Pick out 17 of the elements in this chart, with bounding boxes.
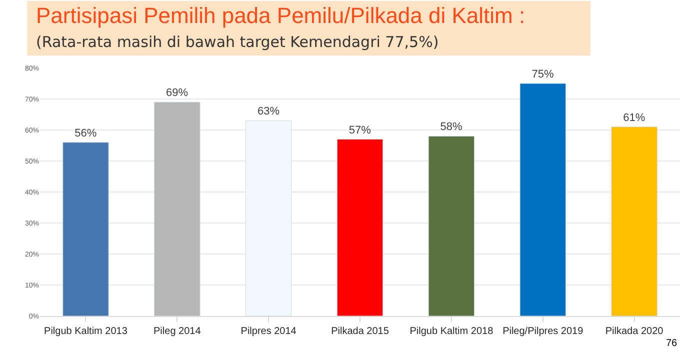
data-label: 75%	[532, 68, 554, 80]
x-tick-label: Pilgub Kaltim 2013	[44, 326, 128, 337]
chart-title: Partisipasi Pemilih pada Pemilu/Pilkada di Kaltim :	[36, 3, 526, 28]
x-tick-label: Pilpres 2014	[240, 326, 297, 337]
data-label: 57%	[348, 124, 372, 136]
x-tick-label: Pileg 2014	[154, 326, 202, 337]
x-tick-label: Pilgub Kaltim 2018	[410, 326, 494, 337]
x-tick-label: Pilkada 2015	[331, 326, 390, 337]
data-label: 63%	[257, 106, 280, 118]
data-label: 61%	[623, 112, 646, 124]
text: 76	[666, 338, 678, 349]
data-label: 56%	[74, 127, 97, 140]
data-label: 58%	[440, 121, 463, 134]
chart-subtitle: (Rata-rata masih di bawah target Kemendagri 77,5%)	[36, 33, 439, 51]
x-tick-label: Pilkada 2020	[605, 326, 664, 337]
x-tick-label: Pileg/Pilpres 2019	[502, 326, 584, 337]
data-label: 69%	[166, 87, 188, 100]
